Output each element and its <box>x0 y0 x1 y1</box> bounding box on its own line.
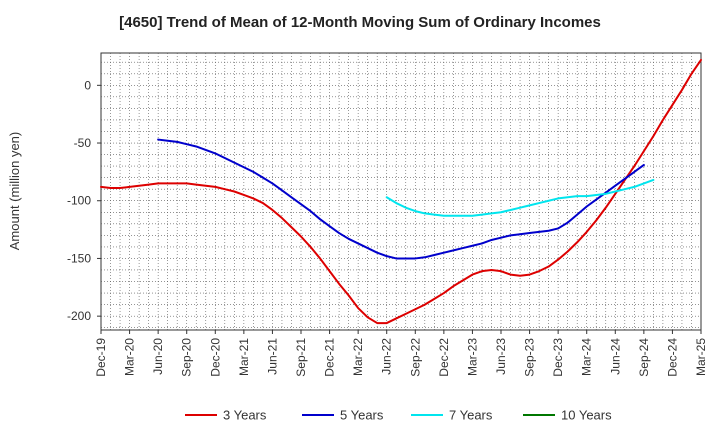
y-tick-label: 0 <box>84 78 91 92</box>
x-tick-label: Jun-20 <box>151 338 165 375</box>
x-tick-label: Jun-22 <box>380 338 394 375</box>
series-layer <box>100 58 702 325</box>
grid-layer <box>101 53 701 330</box>
series-line-7-years <box>385 178 655 217</box>
plot-area <box>100 52 702 331</box>
chart-title: [4650] Trend of Mean of 12-Month Moving … <box>119 14 601 31</box>
series-line-3-years <box>100 58 702 325</box>
x-tick-label: Mar-22 <box>351 338 365 376</box>
x-axis-ticks: Dec-19 Mar-20 Jun-20 Sep-20 Dec-20 Mar-21 Jun-… <box>94 330 708 377</box>
legend-label: 10 Years <box>561 408 612 423</box>
y-axis-ticks: 0 -50 -100 -150 -200 <box>67 78 101 323</box>
y-tick-label: -150 <box>67 251 91 265</box>
x-tick-label: Mar-23 <box>465 338 479 376</box>
x-tick-label: Jun-23 <box>494 338 508 375</box>
y-tick-label: -50 <box>74 136 92 150</box>
legend-label: 3 Years <box>223 408 267 423</box>
x-tick-label: Jun-24 <box>608 338 622 375</box>
x-tick-label: Jun-21 <box>265 338 279 375</box>
x-tick-label: Dec-20 <box>208 338 222 377</box>
x-tick-label: Sep-22 <box>408 338 422 377</box>
x-tick-label: Sep-24 <box>637 338 651 377</box>
legend-label: 7 Years <box>449 408 493 423</box>
x-tick-label: Dec-21 <box>323 338 337 377</box>
legend-label: 5 Years <box>340 408 384 423</box>
x-tick-label: Dec-22 <box>437 338 451 377</box>
x-tick-label: Sep-21 <box>294 338 308 377</box>
legend: 3 Years 5 Years 7 Years 10 Years <box>185 408 612 423</box>
x-tick-label: Mar-21 <box>237 338 251 376</box>
x-tick-label: Mar-20 <box>123 338 137 376</box>
x-tick-label: Dec-24 <box>665 338 679 377</box>
x-tick-label: Dec-23 <box>551 338 565 377</box>
x-tick-label: Sep-20 <box>180 338 194 377</box>
x-tick-label: Sep-23 <box>523 338 537 377</box>
x-tick-label: Dec-19 <box>94 338 108 377</box>
series-line-5-years <box>157 138 645 260</box>
y-tick-label: -100 <box>67 194 91 208</box>
y-tick-label: -200 <box>67 309 91 323</box>
x-tick-label: Mar-25 <box>694 338 708 376</box>
x-tick-label: Mar-24 <box>580 338 594 376</box>
y-axis-label: Amount (million yen) <box>7 132 22 251</box>
